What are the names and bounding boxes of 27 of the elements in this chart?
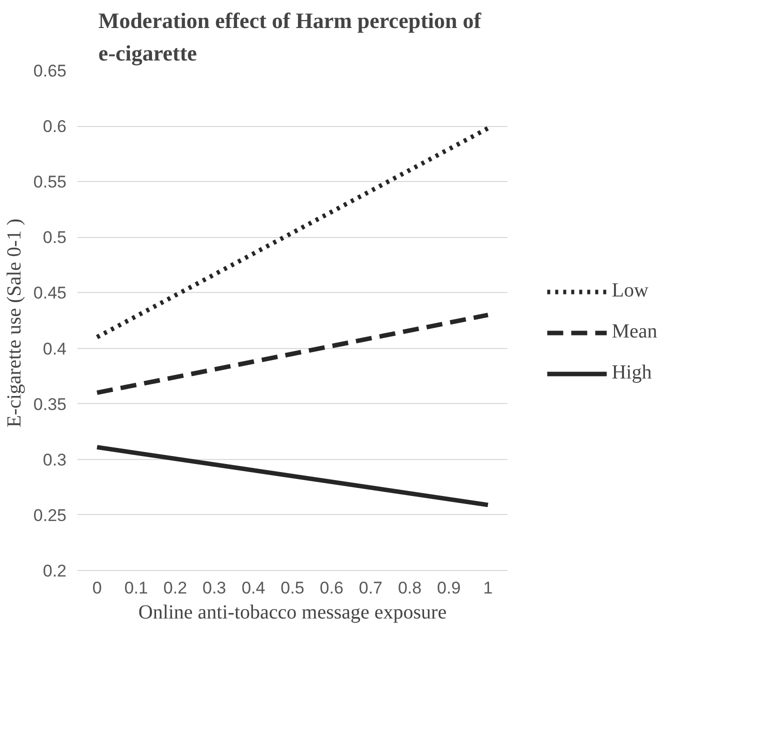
chart-title: Moderation effect of Harm perception of e-cigarette [98, 8, 482, 66]
y-axis-title: E-cigarette use (Sale 0-1 ) [3, 218, 26, 428]
x-tick-label: 0.1 [124, 578, 148, 598]
y-tick-label: 0.65 [33, 62, 67, 80]
x-tick-label: 0.5 [280, 578, 304, 598]
x-tick-label: 1 [483, 578, 493, 598]
x-tick-label: 0.2 [163, 578, 188, 598]
x-tick-label: 0.6 [320, 578, 344, 598]
y-tick-label: 0.45 [33, 284, 67, 303]
y-tick-label: 0.35 [33, 394, 67, 414]
x-tick-label: 0.8 [398, 578, 422, 598]
y-tick-label: 0.6 [42, 117, 67, 136]
legend-label: Low [612, 280, 648, 302]
legend-label: Mean [612, 320, 658, 344]
x-tick-label: 0 [92, 578, 102, 598]
y-tick-label: 0.55 [33, 172, 67, 192]
y-tick-label: 0.4 [42, 339, 67, 358]
y-tick-label: 0.3 [42, 450, 67, 470]
y-tick-label: 0.25 [33, 506, 67, 525]
x-tick-label: 0.9 [437, 578, 461, 598]
x-axis-title: Online anti-tobacco message exposure [138, 602, 447, 624]
y-tick-label: 0.2 [42, 562, 67, 580]
x-tick-label: 0.4 [242, 578, 266, 598]
x-tick-label: 0.7 [358, 578, 383, 598]
x-tick-label: 0.3 [202, 578, 226, 598]
legend-label: High [612, 362, 652, 384]
y-tick-label: 0.5 [42, 228, 67, 248]
